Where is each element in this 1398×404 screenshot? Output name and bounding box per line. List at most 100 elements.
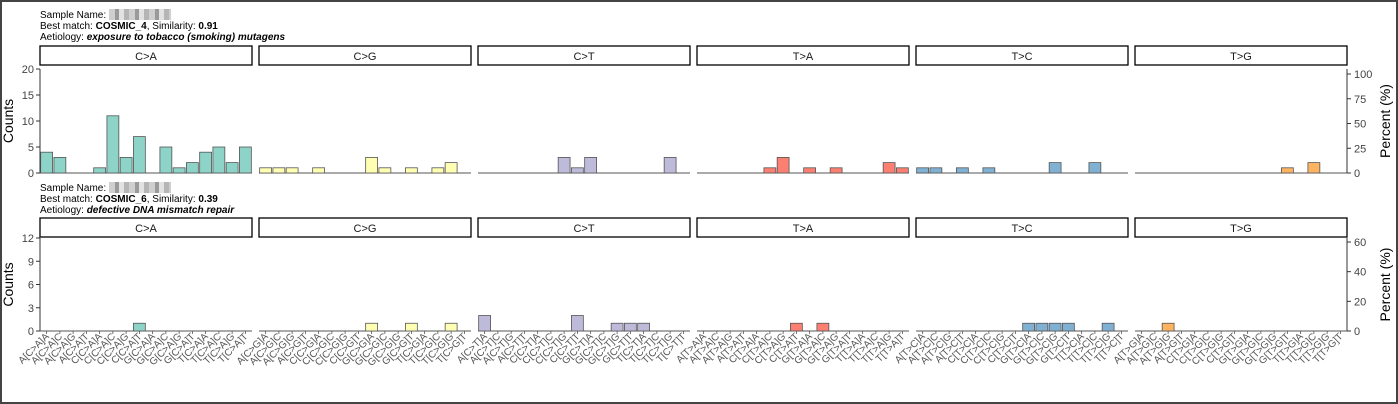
facet-strip-label: T>G: [1230, 51, 1252, 63]
facet-strip: [1134, 217, 1348, 238]
best-match-value: COSMIC_6: [95, 194, 147, 205]
y-right-tick-label: 25: [1354, 143, 1366, 155]
bar: [882, 162, 896, 174]
bar: [982, 167, 996, 174]
best-match-label: Best match:: [40, 194, 93, 205]
bar: [444, 322, 458, 332]
bar: [272, 167, 286, 174]
bar: [1035, 322, 1049, 332]
facet-strip: [696, 217, 910, 238]
redacted-sample-name: [108, 9, 171, 20]
y-axis-right-title: Percent (%): [1377, 248, 1393, 322]
bar: [916, 167, 929, 174]
facet-strip-label: T>C: [1011, 51, 1032, 63]
best-match-line: Best match: COSMIC_4, Similarity: 0.91: [40, 21, 285, 32]
y-right-tick-label: 20: [1354, 296, 1366, 308]
bar: [1062, 322, 1075, 332]
aetiology-label: Aetiology:: [40, 32, 84, 43]
facet-strip: [915, 45, 1129, 66]
facet-strip-label: C>G: [354, 51, 377, 63]
y-axis-title: Counts: [0, 262, 16, 306]
bar: [624, 322, 637, 332]
bar: [1048, 162, 1062, 174]
sample-name-label: Sample Name:: [40, 10, 107, 21]
best-match-label: Best match:: [40, 21, 93, 32]
bar: [637, 322, 650, 332]
bar: [444, 162, 458, 174]
chart-panel-2: Counts Percent (%)0369120204060C>AA[C>A]A…: [0, 217, 1393, 369]
bar: [285, 167, 299, 174]
bar: [478, 315, 491, 332]
bar: [1101, 322, 1115, 332]
y-right-tick-label: 0: [1354, 326, 1360, 338]
facet-strip: [696, 45, 910, 66]
facet-strip: [39, 45, 253, 66]
bar: [1088, 162, 1102, 174]
y-tick-label: 9: [28, 256, 34, 268]
bar: [405, 322, 418, 332]
bar: [225, 162, 239, 174]
aetiology-value: exposure to tobacco (smoking) mutagens: [86, 32, 286, 43]
y-tick-label: 0: [28, 168, 34, 180]
facet-strip-label: T>A: [793, 223, 814, 235]
bar: [53, 156, 67, 174]
redacted-sample-name: [108, 182, 171, 193]
facet-strip-label: T>C: [1011, 223, 1032, 235]
bar: [763, 167, 777, 174]
y-tick-label: 0: [28, 326, 34, 338]
bar: [1161, 322, 1175, 332]
bar: [610, 322, 624, 332]
bar: [212, 146, 226, 174]
y-tick-label: 12: [22, 233, 34, 245]
bar: [571, 315, 584, 332]
bar: [1048, 322, 1062, 332]
bar: [1022, 322, 1035, 332]
chart-panel-1: Counts Percent (%) 0 5 10 15 20 0 25 50 75 100 C>A C>…: [0, 45, 1393, 180]
facet-strip: [477, 217, 691, 238]
bar: [1307, 162, 1321, 174]
similarity-value: 0.91: [198, 21, 218, 32]
bar: [259, 167, 272, 174]
bar: [40, 151, 53, 174]
bar: [405, 167, 418, 174]
bar: [239, 146, 252, 174]
facet-strip: [258, 217, 472, 238]
bar: [790, 322, 803, 332]
best-match-value: COSMIC_4: [95, 21, 147, 32]
bar: [312, 167, 325, 174]
bar: [119, 156, 133, 174]
sample-name-line: Sample Name:: [40, 182, 234, 194]
y-right-tick-label: 75: [1354, 94, 1366, 106]
facet-strip-label: T>A: [793, 51, 814, 63]
sample-info-1: Sample Name: Best match: COSMIC_4, Simil…: [40, 9, 285, 43]
y-tick-label: 15: [22, 90, 34, 102]
facet-strip-label: C>T: [573, 51, 594, 63]
aetiology-line: Aetiology: exposure to tobacco (smoking)…: [40, 32, 285, 43]
bar: [929, 167, 943, 174]
bar: [1281, 167, 1294, 174]
bar: [431, 167, 445, 174]
aetiology-value: defective DNA mismatch repair: [86, 205, 235, 216]
bar: [172, 167, 186, 174]
y-tick-label: 3: [28, 303, 34, 315]
bar: [159, 146, 173, 174]
facet-strip: [258, 45, 472, 66]
facet-strip: [39, 217, 253, 238]
aetiology-label: Aetiology:: [40, 205, 84, 216]
bar: [557, 156, 571, 174]
y-right-tick-label: 40: [1354, 267, 1366, 279]
best-match-line: Best match: COSMIC_6, Similarity: 0.39: [40, 194, 234, 205]
bar: [378, 167, 392, 174]
y-right-tick-label: 0: [1354, 168, 1360, 180]
facet-strip: [915, 217, 1129, 238]
bar: [663, 156, 677, 174]
bar: [133, 322, 146, 332]
bar: [365, 156, 378, 174]
facet-strip: [477, 45, 691, 66]
similarity-value: 0.39: [198, 194, 218, 205]
sample-name-label: Sample Name:: [40, 183, 107, 194]
bar: [896, 167, 909, 174]
facet-strip-label: C>A: [135, 51, 157, 63]
y-right-tick-label: 100: [1354, 69, 1372, 81]
bar: [106, 115, 120, 174]
